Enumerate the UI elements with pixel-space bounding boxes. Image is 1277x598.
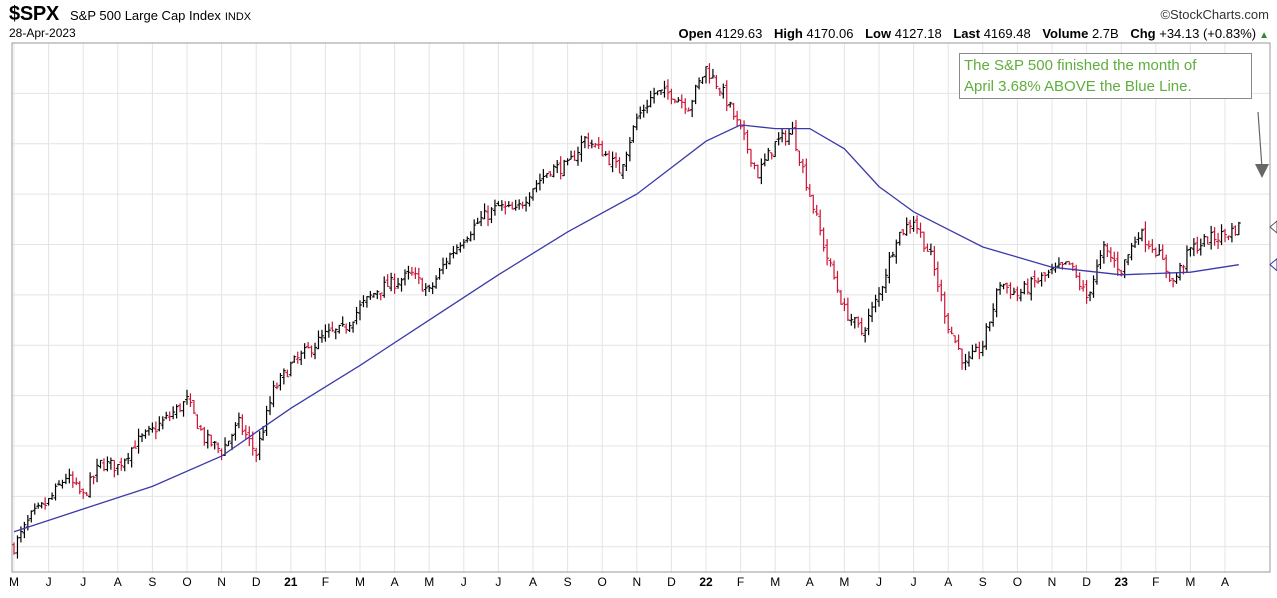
stockcharts-brand[interactable]: ©StockCharts.com <box>1160 7 1269 22</box>
x-tick-label: 21 <box>284 575 298 589</box>
annotation-line-2: April 3.68% ABOVE the Blue Line. <box>964 78 1192 95</box>
moving-average-marker <box>1269 258 1277 272</box>
x-tick-label: M <box>9 575 19 589</box>
x-tick-label: 23 <box>1115 575 1129 589</box>
x-tick-label: N <box>632 575 641 589</box>
x-tick-label: J <box>876 575 882 589</box>
moving-average-line <box>13 124 1239 533</box>
annotation-line-1: The S&P 500 finished the month of <box>964 57 1197 74</box>
x-tick-label: J <box>46 575 52 589</box>
security-name-text: S&P 500 Large Cap Index <box>70 8 221 23</box>
x-tick-label: O <box>182 575 191 589</box>
security-name: S&P 500 Large Cap Index INDX <box>70 8 251 23</box>
x-tick-label: S <box>148 575 156 589</box>
x-tick-label: J <box>495 575 501 589</box>
x-tick-label: M <box>355 575 365 589</box>
up-arrow-icon: ▲ <box>1259 30 1269 41</box>
plot-frame <box>11 42 1271 573</box>
quote-date: 28-Apr-2023 <box>9 26 76 40</box>
x-tick-label: A <box>806 575 814 589</box>
last-value: 4169.48 <box>983 26 1031 41</box>
high-value: 4170.06 <box>806 26 854 41</box>
x-tick-label: D <box>667 575 676 589</box>
x-tick-label: N <box>1048 575 1057 589</box>
volume-label: Volume <box>1042 26 1089 41</box>
low-value: 4127.18 <box>894 26 942 41</box>
volume-value: 2.7B <box>1091 26 1119 41</box>
x-tick-label: M <box>839 575 849 589</box>
exchange-label: INDX <box>224 11 252 23</box>
annotation-arrow-head <box>1255 164 1269 178</box>
x-tick-label: M <box>1185 575 1195 589</box>
x-tick-label: A <box>529 575 537 589</box>
x-tick-label: M <box>770 575 780 589</box>
x-tick-label: J <box>80 575 86 589</box>
x-tick-label: F <box>737 575 744 589</box>
x-tick-label: S <box>564 575 572 589</box>
x-tick-label: O <box>598 575 607 589</box>
change-label: Chg <box>1130 26 1156 41</box>
open-value: 4129.63 <box>715 26 763 41</box>
last-label: Last <box>953 26 981 41</box>
x-tick-label: S <box>979 575 987 589</box>
x-tick-label: A <box>1221 575 1229 589</box>
annotation-arrow-shaft <box>1257 111 1263 169</box>
x-tick-label: D <box>1082 575 1091 589</box>
x-tick-label: A <box>391 575 399 589</box>
x-tick-label: F <box>1152 575 1159 589</box>
x-tick-label: M <box>424 575 434 589</box>
change-value: +34.13 (+0.83%) <box>1159 26 1257 41</box>
low-label: Low <box>865 26 892 41</box>
ticker-symbol: $SPX <box>9 3 59 25</box>
x-tick-label: F <box>322 575 329 589</box>
x-tick-label: O <box>1013 575 1022 589</box>
x-tick-label: J <box>911 575 917 589</box>
x-tick-label: D <box>252 575 261 589</box>
high-label: High <box>773 26 803 41</box>
x-tick-label: A <box>114 575 122 589</box>
last-price-marker <box>1269 220 1277 234</box>
x-tick-label: A <box>944 575 952 589</box>
x-tick-label: N <box>217 575 226 589</box>
x-tick-label: 22 <box>699 575 713 589</box>
annotation-box: The S&P 500 finished the month of April … <box>959 53 1252 99</box>
x-tick-label: J <box>461 575 467 589</box>
quote-summary: Open 4129.63 High 4170.06 Low 4127.18 La… <box>678 26 1269 41</box>
open-label: Open <box>678 26 712 41</box>
